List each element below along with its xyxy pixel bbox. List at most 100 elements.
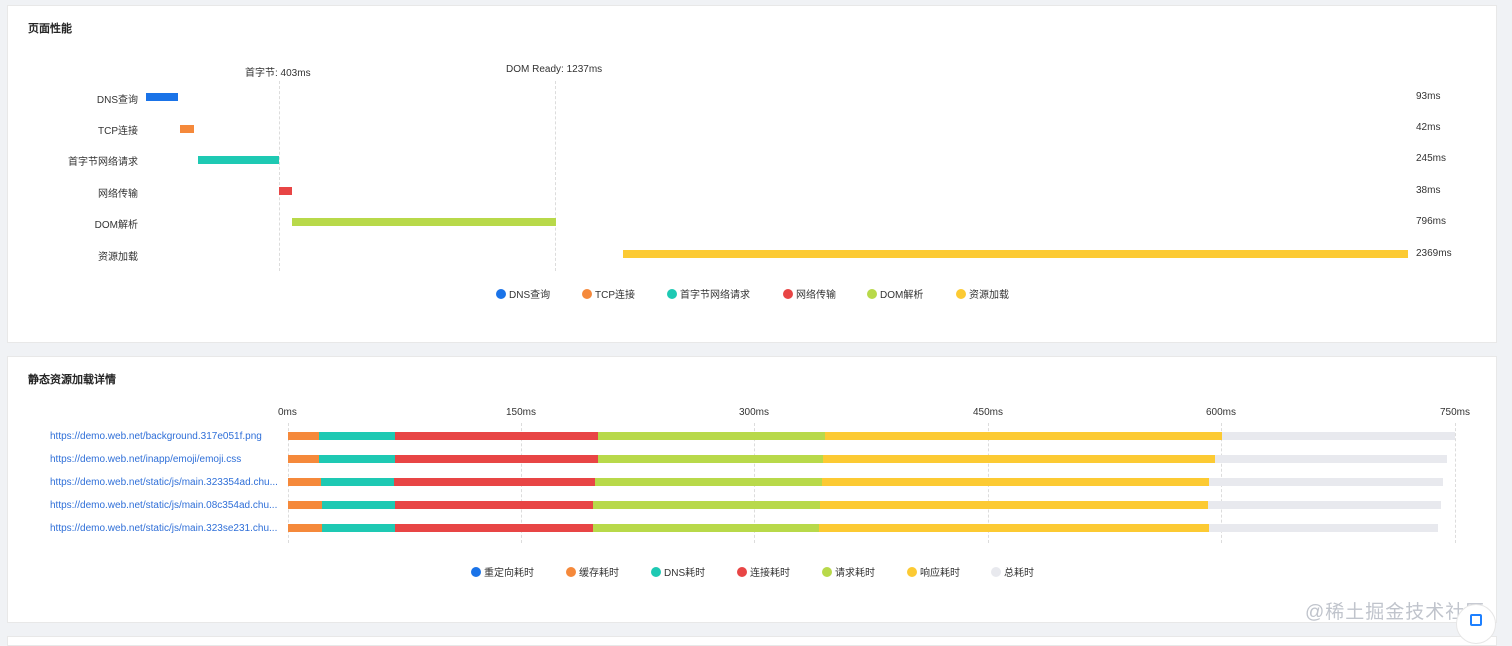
perf-row-value: 42ms [1416, 122, 1441, 133]
resource-bar-row[interactable] [288, 455, 1448, 463]
legend-dot [496, 288, 506, 299]
legend-label: DNS查询 [509, 290, 551, 301]
segment-dns [322, 524, 396, 532]
segment-request [592, 501, 821, 509]
segment-response [824, 432, 1222, 440]
perf-row-label: 首字节网络请求 [68, 157, 138, 168]
legend-label: DOM解析 [880, 290, 924, 301]
next-panel [7, 636, 1497, 646]
legend-item-transfer[interactable]: 网络传输 [783, 286, 836, 301]
feedback-button[interactable] [1456, 604, 1496, 644]
legend-item-first-byte[interactable]: 首字节网络请求 [667, 286, 750, 301]
resource-detail-panel: 静态资源加载详情 0ms 150ms 300ms 450ms 600ms 750… [7, 356, 1497, 623]
legend-dot [566, 566, 576, 577]
segment-request [597, 432, 825, 440]
legend-item-request[interactable]: 请求耗时 [822, 564, 875, 579]
legend-dot [907, 566, 917, 577]
x-tick-label: 300ms [739, 407, 770, 418]
resource-bar-row[interactable] [288, 524, 1438, 532]
segment-cache [288, 432, 320, 440]
resource-bar-row[interactable] [288, 478, 1443, 486]
legend-dot [867, 288, 877, 299]
perf-bar-resource[interactable] [623, 250, 1408, 258]
perf-bar-first-byte[interactable] [198, 156, 279, 164]
segment-cache [288, 478, 321, 486]
legend-item-redirect[interactable]: 重定向耗时 [471, 564, 534, 579]
segment-remaining [1209, 524, 1438, 532]
perf-row-label: 资源加载 [98, 252, 138, 263]
segment-connect [395, 432, 598, 440]
legend-item-dns[interactable]: DNS查询 [496, 286, 550, 301]
legend-dot [651, 566, 661, 577]
legend-item-tcp[interactable]: TCP连接 [582, 286, 635, 301]
legend-label: 首字节网络请求 [680, 290, 750, 301]
perf-bar-dns[interactable] [146, 93, 178, 101]
segment-remaining [1207, 501, 1441, 509]
resource-url-link[interactable]: https://demo.web.net/background.317e051f… [50, 431, 262, 442]
legend-label: 请求耗时 [835, 568, 875, 579]
segment-dns [319, 455, 396, 463]
resource-url-link[interactable]: https://demo.web.net/static/js/main.3233… [50, 477, 278, 488]
segment-connect [395, 501, 593, 509]
page-performance-title: 页面性能 [28, 23, 72, 35]
x-tick-label: 450ms [973, 407, 1004, 418]
dom-ready-marker-line [555, 81, 556, 271]
legend-item-dom[interactable]: DOM解析 [867, 286, 923, 301]
segment-remaining [1209, 478, 1443, 486]
resource-bar-row[interactable] [288, 432, 1455, 440]
perf-bar-tcp[interactable] [180, 125, 194, 133]
x-tick-label: 600ms [1206, 407, 1237, 418]
perf-bar-transfer[interactable] [279, 187, 292, 195]
legend-item-response[interactable]: 响应耗时 [907, 564, 960, 579]
segment-dns [322, 501, 396, 509]
segment-response [821, 478, 1210, 486]
segment-response [820, 501, 1208, 509]
legend-dot [956, 288, 966, 299]
legend-item-total[interactable]: 总耗时 [991, 564, 1034, 579]
perf-row-label: 网络传输 [98, 189, 138, 200]
segment-cache [288, 501, 323, 509]
resource-url-link[interactable]: https://demo.web.net/static/js/main.08c3… [50, 500, 278, 511]
segment-connect [395, 455, 598, 463]
perf-row-value: 93ms [1416, 91, 1441, 102]
x-tick-label: 150ms [506, 407, 537, 418]
perf-row-label: DOM解析 [94, 220, 138, 231]
legend-dot [822, 566, 832, 577]
x-tick-label: 750ms [1440, 407, 1471, 418]
perf-bar-dom[interactable] [292, 218, 556, 226]
legend-dot [471, 566, 481, 577]
perf-row-value: 796ms [1416, 216, 1447, 227]
resource-detail-title: 静态资源加载详情 [28, 374, 116, 386]
segment-connect [395, 524, 593, 532]
legend-item-resource[interactable]: 资源加载 [956, 286, 1009, 301]
perf-row-value: 245ms [1416, 153, 1447, 164]
legend-item-connect[interactable]: 连接耗时 [737, 564, 790, 579]
first-byte-marker-line [279, 81, 280, 271]
legend-dot [991, 566, 1001, 577]
segment-request [594, 478, 822, 486]
first-byte-marker-label: 首字节: 403ms [245, 68, 311, 79]
perf-row-value: 2369ms [1416, 248, 1452, 259]
legend-item-dns[interactable]: DNS耗时 [651, 564, 705, 579]
legend-label: 重定向耗时 [484, 568, 534, 579]
x-tick-label: 0ms [278, 407, 297, 418]
legend-dot [582, 288, 592, 299]
legend-label: 资源加载 [969, 290, 1009, 301]
segment-request [592, 524, 819, 532]
segment-dns [320, 478, 394, 486]
segment-response [818, 524, 1210, 532]
segment-cache [288, 455, 320, 463]
perf-row-label: TCP连接 [98, 126, 138, 137]
segment-request [597, 455, 824, 463]
resource-url-link[interactable]: https://demo.web.net/inapp/emoji/emoji.c… [50, 454, 242, 465]
resource-bar-row[interactable] [288, 501, 1441, 509]
legend-dot [737, 566, 747, 577]
legend-label: 缓存耗时 [579, 568, 619, 579]
segment-connect [393, 478, 595, 486]
legend-label: 连接耗时 [750, 568, 790, 579]
legend-item-cache[interactable]: 缓存耗时 [566, 564, 619, 579]
legend-label: 响应耗时 [920, 568, 960, 579]
resource-url-link[interactable]: https://demo.web.net/static/js/main.323s… [50, 523, 278, 534]
segment-cache [288, 524, 323, 532]
feedback-icon [1470, 614, 1482, 626]
